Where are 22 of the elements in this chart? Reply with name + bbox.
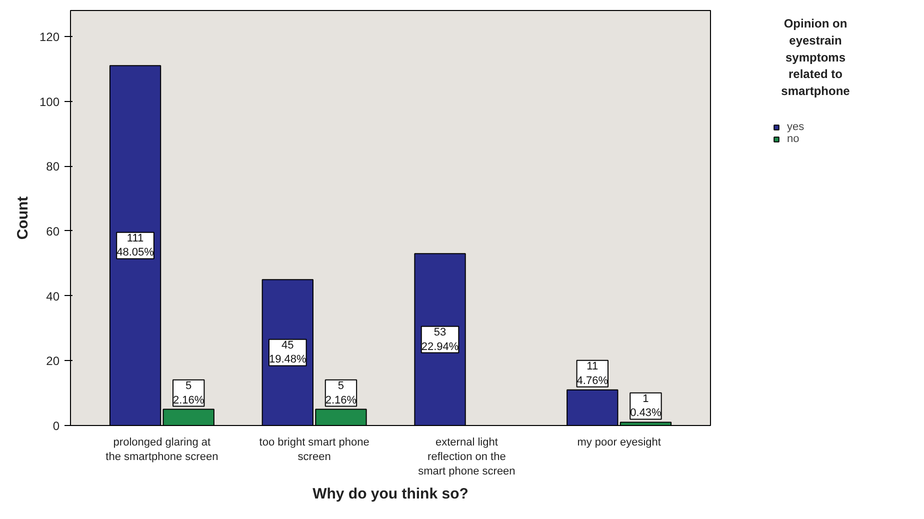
bar bbox=[414, 253, 466, 426]
y-tick-label: 100 bbox=[39, 94, 60, 109]
y-tick-label: 20 bbox=[46, 354, 60, 368]
legend-label: yes bbox=[787, 121, 806, 133]
bar bbox=[109, 65, 162, 426]
x-axis-title: Why do you think so? bbox=[312, 485, 468, 502]
data-label: 1 0.43% bbox=[630, 392, 662, 420]
x-tick-label: external light reflection on the smart phone screen bbox=[418, 436, 516, 478]
y-tick-label: 40 bbox=[46, 289, 60, 304]
legend-title: Opinion on eyestrain symptoms related to smartphone bbox=[781, 16, 850, 98]
bar bbox=[162, 408, 214, 426]
x-tick-label: prolonged glaring at the smartphone screen bbox=[106, 436, 218, 463]
x-tick-label: too bright smart phone screen bbox=[259, 436, 370, 463]
y-tick-label: 120 bbox=[39, 30, 60, 44]
data-label: 45 19.48% bbox=[268, 339, 307, 366]
y-axis-title: Count bbox=[14, 196, 32, 240]
y-tick-label: 80 bbox=[46, 160, 60, 174]
bar bbox=[566, 389, 618, 426]
y-tick-label: 0 bbox=[52, 419, 60, 433]
legend-label: no bbox=[787, 133, 800, 145]
y-tick-label: 60 bbox=[46, 224, 60, 238]
x-tick-label: my poor eyesight bbox=[577, 436, 661, 448]
